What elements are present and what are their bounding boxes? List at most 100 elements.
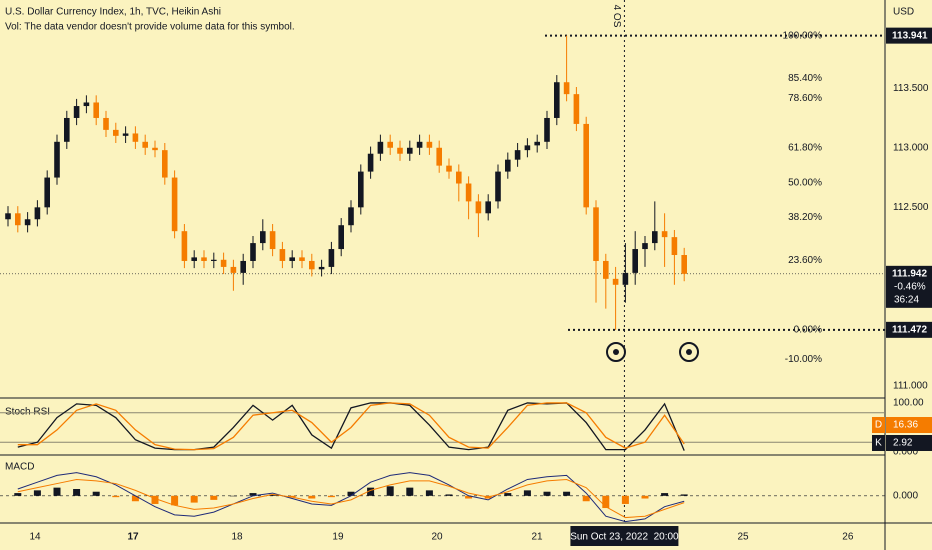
y-tick-label: 0.000 xyxy=(893,490,918,501)
candle-body xyxy=(573,94,580,124)
candle-body xyxy=(583,123,589,208)
candle-body xyxy=(358,171,364,208)
x-tick-label: 18 xyxy=(231,532,243,543)
x-tick-label: 25 xyxy=(737,532,749,543)
macd-histogram-bar xyxy=(543,491,551,496)
candle-body xyxy=(446,165,452,172)
candle-body xyxy=(485,201,491,214)
macd-histogram-bar xyxy=(425,490,433,496)
candle-body xyxy=(671,237,678,256)
x-tick-label: 17 xyxy=(127,532,139,543)
candle-body xyxy=(152,147,158,151)
pane-title: MACD xyxy=(5,462,34,473)
fib-level-label: -10.00% xyxy=(785,354,822,365)
candle-body xyxy=(387,141,393,148)
candle-body xyxy=(593,207,599,261)
macd-histogram-bar xyxy=(308,495,316,499)
marker-icon xyxy=(679,342,699,362)
fib-level-label: 38.20% xyxy=(788,212,822,223)
candle-body xyxy=(162,150,168,178)
candle-body xyxy=(632,249,638,273)
candle-body xyxy=(563,82,570,95)
fib-level-label: 85.40% xyxy=(788,73,822,84)
value-box xyxy=(886,435,932,451)
candle-body xyxy=(642,243,648,250)
x-tick-label: 26 xyxy=(842,532,854,543)
candle-body xyxy=(113,129,119,136)
candle-body xyxy=(5,213,11,220)
candle-body xyxy=(612,278,619,285)
candle-body xyxy=(299,257,305,261)
price-box xyxy=(886,321,932,338)
macd-histogram-bar xyxy=(661,493,669,496)
candle-body xyxy=(456,171,462,184)
macd-histogram-bar xyxy=(249,493,257,496)
fib-level-label: 78.60% xyxy=(788,93,822,104)
value-label: 16.36 xyxy=(893,420,918,431)
macd-histogram-bar xyxy=(504,493,512,496)
candle-body xyxy=(24,219,31,226)
x-tick-label: 21 xyxy=(531,532,543,543)
candle-body xyxy=(465,183,472,202)
candle-body xyxy=(181,231,188,261)
legend-box xyxy=(872,417,885,433)
candle-body xyxy=(122,133,129,136)
crosshair-marker: 4 OS xyxy=(611,5,622,28)
change-label: -0.46% xyxy=(894,281,926,292)
macd-histogram-bar xyxy=(229,495,237,497)
candle-body xyxy=(377,141,384,154)
candle-body xyxy=(436,147,442,166)
countdown-label: 36:24 xyxy=(894,294,919,305)
fib-level-label: 100.00% xyxy=(783,30,823,41)
fib-level-label: 23.60% xyxy=(788,255,822,266)
candle-body xyxy=(554,82,560,118)
macd-histogram-bar xyxy=(269,494,277,496)
macd-histogram-bar xyxy=(14,493,22,496)
candle-body xyxy=(260,231,266,244)
currency: USD xyxy=(893,7,914,18)
candle-body xyxy=(250,243,256,261)
last-price-box xyxy=(886,265,932,308)
candle-body xyxy=(426,141,433,148)
x-tick-label: 20 xyxy=(431,532,443,543)
candle-body xyxy=(289,257,295,261)
candle-body xyxy=(318,266,325,270)
stoch-line xyxy=(17,402,685,451)
chart-title: U.S. Dollar Currency Index, 1h, TVC, Hei… xyxy=(5,7,221,18)
macd-histogram-bar xyxy=(151,495,159,504)
fib-level-label: 50.00% xyxy=(788,177,822,188)
y-tick-label: 0.000 xyxy=(893,447,918,458)
candle-body xyxy=(15,213,21,226)
candle-body xyxy=(201,257,207,261)
macd-histogram-bar xyxy=(210,495,218,500)
candle-body xyxy=(524,145,531,151)
macd-line xyxy=(17,472,685,523)
candle-body xyxy=(34,207,41,220)
value-box xyxy=(886,417,932,433)
macd-histogram-bar xyxy=(131,495,139,502)
candle-body xyxy=(103,117,109,130)
candle-body xyxy=(142,141,148,148)
last-price-label: 111.942 xyxy=(892,268,927,279)
candle-body xyxy=(83,102,90,107)
candle-body xyxy=(652,231,658,244)
volume-note: Vol: The data vendor doesn't provide vol… xyxy=(5,22,295,33)
candle-body xyxy=(269,231,276,250)
candle-body xyxy=(514,150,521,160)
candle-body xyxy=(73,106,80,118)
macd-histogram-bar xyxy=(465,495,473,499)
candle-body xyxy=(495,171,501,202)
candle-body xyxy=(338,225,344,250)
candle-body xyxy=(544,117,550,142)
macd-line xyxy=(17,478,685,519)
macd-histogram-bar xyxy=(680,494,688,496)
candle-body xyxy=(407,147,413,154)
candle-body xyxy=(681,255,687,274)
crosshair-box xyxy=(570,526,679,546)
macd-histogram-bar xyxy=(406,487,414,496)
candle-body xyxy=(475,201,482,214)
macd-histogram-bar xyxy=(523,490,531,496)
y-tick-label: 100.00 xyxy=(893,398,924,409)
y-tick-label: 111.000 xyxy=(893,381,928,392)
stoch-line xyxy=(17,402,685,451)
